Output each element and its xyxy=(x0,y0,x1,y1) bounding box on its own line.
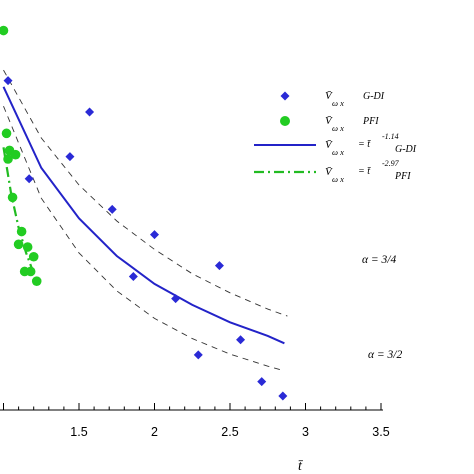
legend-marker-g-di xyxy=(280,91,290,101)
x-axis-label: t̄ xyxy=(298,459,304,474)
pfi-point xyxy=(7,192,18,203)
legend-symbol: V̄ xyxy=(325,90,333,102)
pfi-fit-curve xyxy=(2,147,35,274)
x-tick-label: 3.5 xyxy=(372,425,389,439)
g-di-point xyxy=(171,294,181,304)
pfi-point xyxy=(25,266,36,277)
alpha-annotation: α = 3/4 xyxy=(362,254,396,266)
g-di-point xyxy=(214,261,224,271)
x-tick-label: 2 xyxy=(151,425,158,439)
g-di-point xyxy=(278,391,288,401)
g-di-point xyxy=(193,350,203,360)
pfi-point xyxy=(31,276,42,286)
legend-exponent: -1.14 xyxy=(382,132,399,141)
lower-bound-curve xyxy=(3,106,285,372)
g-di-point xyxy=(65,152,75,162)
pfi-point xyxy=(1,128,12,139)
legend-label: G-DI xyxy=(395,144,417,155)
legend-label: PFI xyxy=(362,116,379,127)
pfi-point xyxy=(13,239,24,250)
g-di-point xyxy=(128,272,138,282)
legend-exponent: -2.97 xyxy=(382,159,400,168)
curves-layer xyxy=(2,69,288,372)
g-di-point xyxy=(236,335,246,345)
legend-subscript: ω x xyxy=(332,123,344,133)
g-di-point xyxy=(3,76,13,86)
legend-label: PFI xyxy=(394,171,411,182)
g-di-fit-curve xyxy=(2,86,285,345)
legend-equation: = t̄ xyxy=(358,139,371,150)
alpha-annotation: α = 3/2 xyxy=(368,349,402,361)
legend-subscript: ω x xyxy=(332,174,344,184)
legend-symbol: V̄ xyxy=(325,115,333,127)
x-tick-label: 2.5 xyxy=(221,425,238,439)
pfi-point xyxy=(0,25,9,36)
pfi-point xyxy=(16,226,27,237)
pfi-point xyxy=(28,251,39,262)
legend-equation: = t̄ xyxy=(358,166,371,177)
pfi-point xyxy=(22,242,33,252)
legend-subscript: ω x xyxy=(332,147,344,157)
pfi-point xyxy=(10,149,21,160)
legend-symbol: V̄ xyxy=(325,139,333,151)
annotations-layer: α = 3/4 α = 3/2 xyxy=(362,254,402,361)
g-di-point xyxy=(257,377,267,387)
pfi-point xyxy=(3,154,13,164)
x-tick-label: 1.5 xyxy=(70,425,87,439)
g-di-point xyxy=(107,204,117,214)
g-di-point xyxy=(150,230,159,240)
legend-subscript: ω x xyxy=(332,98,344,108)
g-di-point xyxy=(85,107,95,117)
points-layer xyxy=(0,25,288,401)
legend-label: G-DI xyxy=(363,91,385,102)
g-di-point xyxy=(24,174,34,184)
x-axis: 1.5 2 2.5 3 3.5 t̄ xyxy=(0,403,390,474)
upper-bound-curve xyxy=(3,69,288,317)
x-tick-label: 3 xyxy=(302,425,309,439)
legend-marker-pfi xyxy=(280,116,290,126)
legend-symbol: V̄ xyxy=(325,166,333,178)
